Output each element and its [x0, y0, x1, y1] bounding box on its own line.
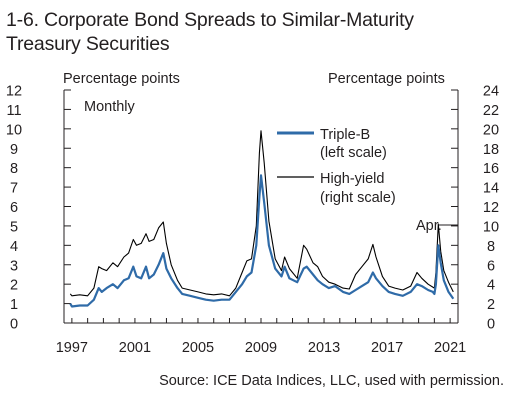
plot-frame — [63, 90, 459, 324]
right-tick-label: 20 — [483, 122, 499, 138]
x-tick-label: 2001 — [119, 340, 151, 356]
right-tick-label: 14 — [483, 181, 499, 197]
left-tick-label: 5 — [10, 219, 18, 235]
x-tick-label: 2009 — [245, 340, 277, 356]
chart-title: 1-6. Corporate Bond Spreads to Similar-M… — [6, 8, 526, 56]
chart-title-line-1: 1-6. Corporate Bond Spreads to Similar-M… — [6, 9, 414, 31]
x-tick-label: 2005 — [182, 340, 214, 356]
left-tick-label: 11 — [6, 103, 21, 119]
x-tick-label: 2013 — [308, 340, 340, 356]
x-axis-ticks: 1997 2001 2005 2009 2013 2017 2021 — [56, 318, 466, 356]
legend: Triple-B (left scale) High-yield (right … — [277, 127, 396, 206]
source-note: Source: ICE Data Indices, LLC, used with… — [159, 373, 504, 389]
x-tick-label: 2021 — [434, 340, 466, 356]
left-tick-label: 6 — [10, 200, 18, 216]
left-tick-label: 8 — [10, 161, 18, 177]
legend-note-left-scale: (left scale) — [320, 145, 387, 161]
left-tick-label: 12 — [6, 84, 22, 100]
left-tick-label: 10 — [6, 122, 22, 138]
right-tick-label: 12 — [483, 200, 499, 216]
right-tick-label: 8 — [487, 239, 495, 255]
legend-label-high-yield: High-yield — [320, 171, 384, 187]
right-tick-label: 16 — [483, 161, 499, 177]
series-line-high-yield — [69, 130, 454, 297]
series-line-triple-b — [69, 174, 455, 308]
left-tick-label: 4 — [10, 239, 18, 255]
legend-note-right-scale: (right scale) — [320, 190, 396, 206]
right-tick-label: 4 — [487, 278, 495, 294]
right-tick-label: 24 — [483, 84, 499, 100]
right-tick-label: 10 — [483, 219, 499, 235]
right-tick-label: 2 — [487, 297, 495, 313]
x-tick-label: 1997 — [56, 340, 88, 356]
left-tick-label: 1 — [10, 297, 18, 313]
left-tick-label: 9 — [10, 142, 18, 158]
left-axis-label: Percentage points — [63, 71, 180, 87]
right-tick-label: 0 — [487, 317, 495, 333]
chart-labels: Percentage points Percentage points Mont… — [63, 71, 458, 234]
x-tick-label: 2017 — [371, 340, 403, 356]
chart-title-line-2: Treasury Securities — [6, 33, 170, 55]
right-tick-label: 18 — [483, 142, 499, 158]
legend-label-triple-b: Triple-B — [320, 127, 370, 143]
frequency-note: Monthly — [84, 99, 136, 115]
annotation-apr: Apr. — [416, 218, 442, 234]
left-tick-label: 2 — [10, 278, 18, 294]
left-tick-label: 7 — [10, 181, 18, 197]
right-axis-label: Percentage points — [328, 71, 445, 87]
right-tick-label: 22 — [483, 103, 499, 119]
left-tick-label: 0 — [10, 317, 18, 333]
right-tick-label: 6 — [487, 258, 495, 274]
series-layer — [69, 130, 455, 308]
left-tick-label: 3 — [10, 258, 18, 274]
